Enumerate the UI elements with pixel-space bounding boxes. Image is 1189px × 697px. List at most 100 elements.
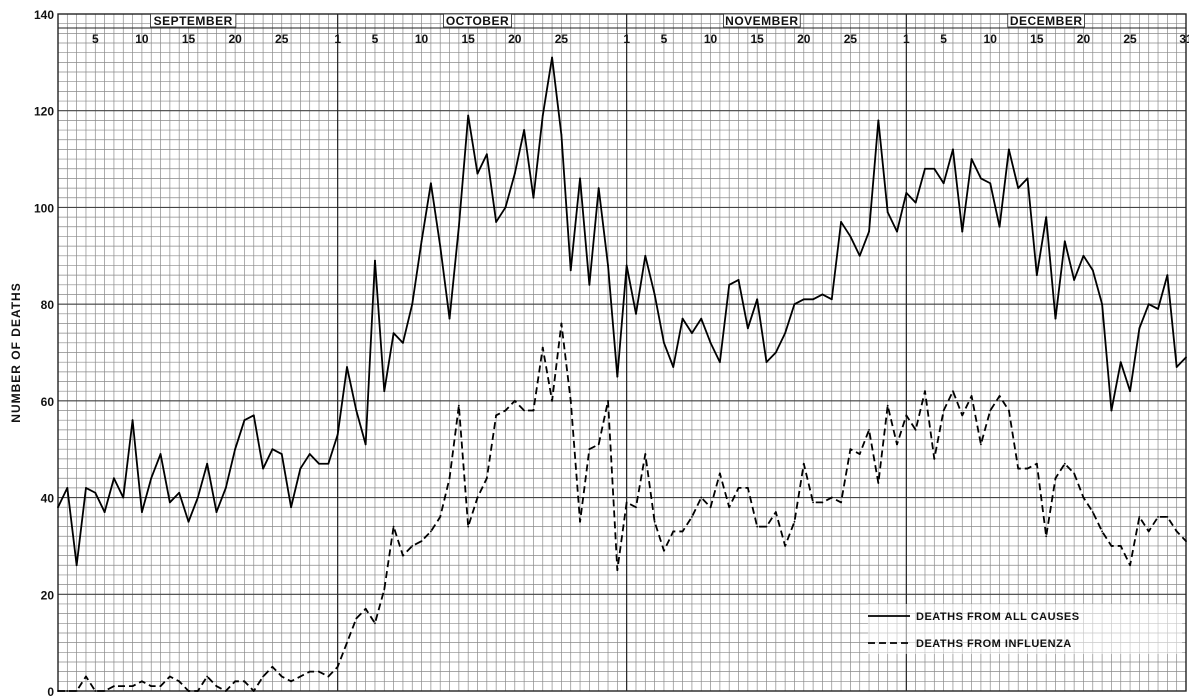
data-point [1063, 462, 1066, 465]
legend-label-influenza: DEATHS FROM INFLUENZA [916, 638, 1072, 650]
y-tick-label: 100 [34, 201, 54, 215]
data-point [383, 588, 386, 591]
data-point [1166, 516, 1169, 518]
data-point [85, 675, 87, 678]
data-point [579, 520, 581, 523]
data-point [961, 230, 964, 233]
data-point [1063, 240, 1066, 243]
data-point [224, 690, 227, 692]
data-point [485, 153, 488, 156]
data-point [243, 419, 246, 422]
data-point [504, 409, 507, 412]
day-tick-label: 25 [844, 32, 858, 46]
data-point [355, 409, 358, 412]
data-point [346, 366, 348, 368]
data-point [672, 366, 675, 368]
data-point [57, 506, 59, 509]
data-point [513, 172, 516, 175]
y-tick-label: 80 [41, 298, 55, 312]
month-label-box [443, 13, 513, 28]
data-point [737, 487, 740, 489]
day-tick-label: 31 [1179, 32, 1189, 46]
month-label-box [723, 13, 801, 28]
data-point [607, 264, 609, 267]
data-point [616, 375, 619, 378]
data-point [942, 182, 945, 185]
data-point [1073, 472, 1076, 475]
data-point [215, 511, 218, 513]
day-tick-label: 5 [372, 32, 379, 46]
data-point [178, 491, 181, 494]
data-point [765, 525, 768, 528]
data-point [262, 675, 264, 678]
legend-box [868, 604, 1182, 654]
data-point [756, 298, 759, 301]
data-point [504, 206, 507, 209]
data-point [420, 240, 423, 243]
data-point [1147, 530, 1150, 533]
day-tick-label: 20 [228, 32, 242, 46]
data-point [336, 433, 339, 436]
data-point [746, 487, 749, 489]
data-point [914, 201, 917, 204]
data-point [476, 496, 479, 499]
data-point [551, 56, 553, 59]
data-point [262, 467, 264, 470]
data-point [411, 303, 414, 306]
day-tick-label: 15 [750, 32, 764, 46]
data-point [588, 283, 591, 286]
data-point [541, 114, 544, 117]
y-tick-label: 60 [41, 395, 55, 409]
data-point [1035, 462, 1038, 465]
data-point [234, 448, 237, 451]
data-point [793, 520, 796, 523]
data-point [560, 322, 563, 325]
data-point [541, 346, 544, 349]
data-point [980, 177, 982, 180]
data-point [728, 283, 731, 286]
data-point [141, 511, 143, 513]
data-point [579, 177, 581, 180]
data-point [569, 269, 572, 272]
data-point [924, 167, 926, 170]
data-point [523, 409, 526, 412]
data-point [784, 545, 787, 547]
data-point [1035, 274, 1038, 277]
day-tick-label: 25 [1123, 32, 1137, 46]
data-point [402, 554, 404, 557]
data-point [858, 254, 861, 257]
grid-horizontal [58, 13, 1186, 692]
data-point [774, 511, 777, 513]
data-point [625, 264, 628, 267]
data-point [364, 607, 367, 610]
data-point [1045, 535, 1048, 538]
data-point [383, 390, 386, 393]
data-point [1129, 564, 1131, 567]
day-tick-label: 1 [903, 32, 910, 46]
data-point [700, 317, 703, 320]
data-point [57, 690, 59, 692]
data-point [243, 680, 246, 683]
data-point [765, 361, 768, 364]
data-point [914, 428, 917, 431]
data-point [495, 221, 498, 223]
data-point [1175, 530, 1178, 533]
data-point [635, 506, 637, 509]
data-point [961, 414, 964, 417]
data-point [1082, 254, 1085, 257]
data-point [1138, 516, 1141, 518]
data-point [989, 409, 992, 412]
data-point [952, 148, 954, 151]
data-point [113, 685, 115, 688]
data-point [597, 187, 600, 189]
data-point [942, 409, 945, 412]
data-point [812, 501, 815, 504]
day-tick-label: 5 [92, 32, 99, 46]
data-point [644, 254, 647, 257]
data-point [103, 690, 106, 692]
data-point [271, 448, 274, 451]
data-point [1054, 477, 1057, 480]
data-point [886, 211, 889, 214]
data-point [85, 487, 87, 489]
data-point [224, 487, 227, 489]
